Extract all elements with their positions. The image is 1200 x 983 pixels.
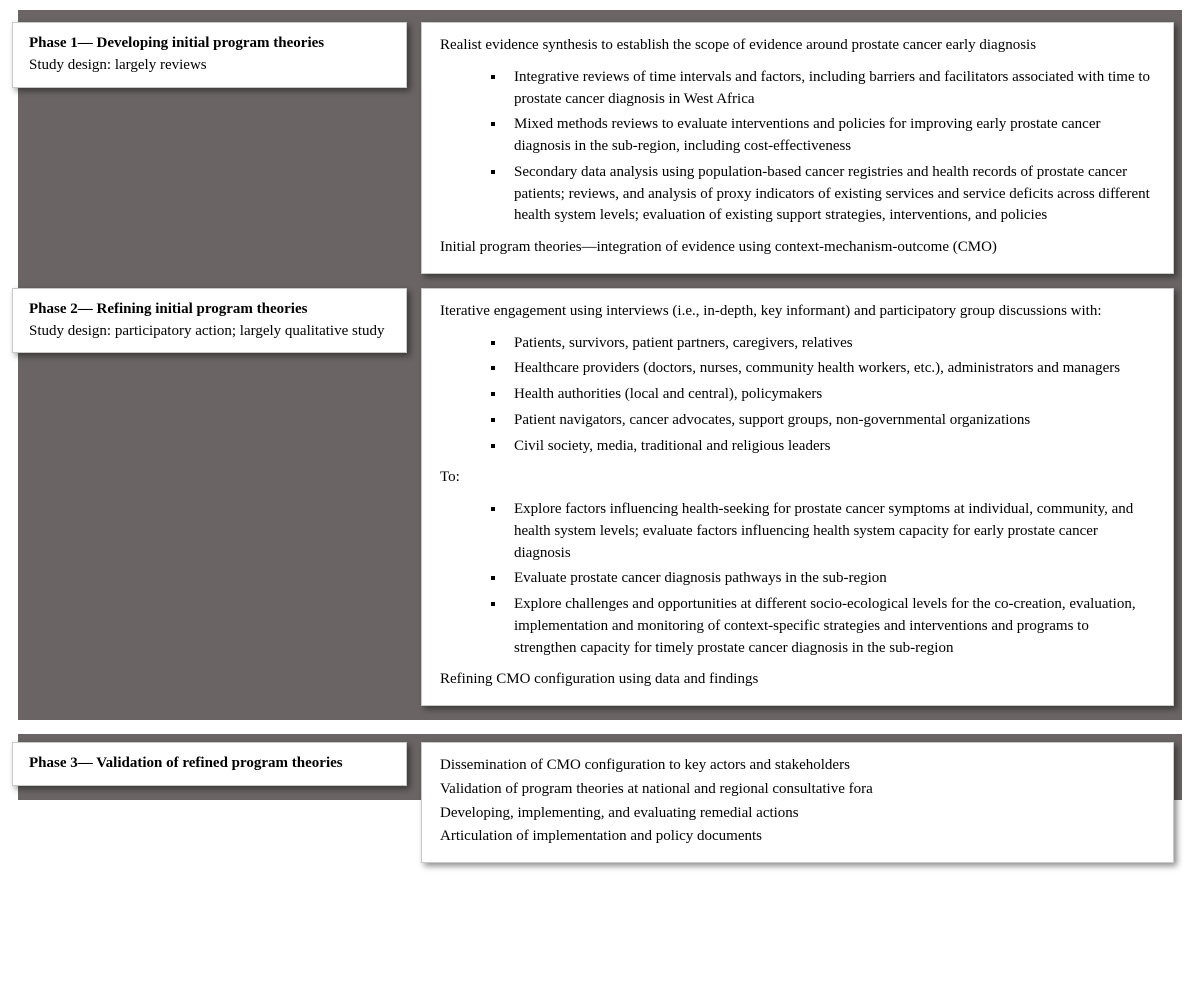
phase-1-title: Phase 1— Developing initial program theo… xyxy=(29,33,390,55)
list-item: Evaluate prostate cancer diagnosis pathw… xyxy=(506,568,1155,590)
phase-2-with-list: Patients, survivors, patient partners, c… xyxy=(440,333,1155,458)
phase-2-title: Phase 2— Refining initial program theori… xyxy=(29,299,390,321)
phase-1-row: Phase 1— Developing initial program theo… xyxy=(18,22,1182,288)
phase-3-label-card: Phase 3— Validation of refined program t… xyxy=(12,742,407,786)
phase-1-content-card: Realist evidence synthesis to establish … xyxy=(421,22,1174,274)
list-item: Healthcare providers (doctors, nurses, c… xyxy=(506,358,1155,380)
list-item: Health authorities (local and central), … xyxy=(506,384,1155,406)
phase-2-row: Phase 2— Refining initial program theori… xyxy=(18,288,1182,706)
phase-2-to-list: Explore factors influencing health-seeki… xyxy=(440,499,1155,659)
list-item: Mixed methods reviews to evaluate interv… xyxy=(506,114,1155,158)
phase-2-intro: Iterative engagement using interviews (i… xyxy=(440,301,1155,323)
phase-1-label-card: Phase 1— Developing initial program theo… xyxy=(12,22,407,88)
phase-3-line: Validation of program theories at nation… xyxy=(440,779,1155,801)
phase-3-container: Phase 3— Validation of refined program t… xyxy=(18,734,1182,863)
phase-2-label-card: Phase 2— Refining initial program theori… xyxy=(12,288,407,354)
list-item: Explore challenges and opportunities at … xyxy=(506,594,1155,659)
figure-container: Phase 1— Developing initial program theo… xyxy=(0,0,1200,883)
phase-3-line: Dissemination of CMO configuration to ke… xyxy=(440,755,1155,777)
list-item: Explore factors influencing health-seeki… xyxy=(506,499,1155,564)
phase-2-outro: Refining CMO configuration using data an… xyxy=(440,669,1155,691)
phase-2-to-label: To: xyxy=(440,467,1155,489)
list-item: Civil society, media, traditional and re… xyxy=(506,436,1155,458)
phase-3-content-card: Dissemination of CMO configuration to ke… xyxy=(421,742,1174,863)
phase-2-subtitle: Study design: participatory action; larg… xyxy=(29,321,390,343)
phase-1-outro: Initial program theories—integration of … xyxy=(440,237,1155,259)
phase-3-row: Phase 3— Validation of refined program t… xyxy=(18,742,1182,863)
phase-3-line: Articulation of implementation and polic… xyxy=(440,826,1155,848)
phase-2-content-card: Iterative engagement using interviews (i… xyxy=(421,288,1174,706)
phase-1-bullet-list: Integrative reviews of time intervals an… xyxy=(440,67,1155,227)
phase-3-line: Developing, implementing, and evaluating… xyxy=(440,803,1155,825)
phase-3-lines: Dissemination of CMO configuration to ke… xyxy=(440,755,1155,848)
phase-3-title: Phase 3— Validation of refined program t… xyxy=(29,753,390,775)
list-item: Patients, survivors, patient partners, c… xyxy=(506,333,1155,355)
phase-1-subtitle: Study design: largely reviews xyxy=(29,55,390,77)
phase-1-intro: Realist evidence synthesis to establish … xyxy=(440,35,1155,57)
list-item: Secondary data analysis using population… xyxy=(506,162,1155,227)
background-panel: Phase 1— Developing initial program theo… xyxy=(18,10,1182,720)
list-item: Integrative reviews of time intervals an… xyxy=(506,67,1155,111)
list-item: Patient navigators, cancer advocates, su… xyxy=(506,410,1155,432)
